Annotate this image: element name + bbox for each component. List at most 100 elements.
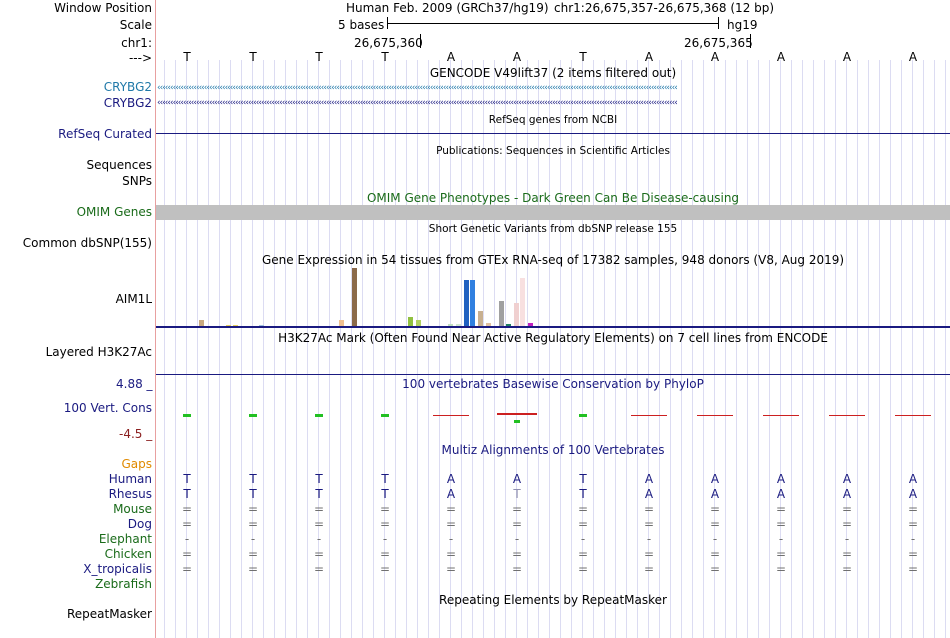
cons-mark[interactable]	[829, 415, 865, 416]
multiz-base: =	[775, 547, 787, 561]
multiz-species-label[interactable]: Human	[108, 472, 152, 486]
omim-track-label[interactable]: OMIM Genes	[76, 205, 152, 219]
cons-mark[interactable]	[895, 415, 931, 416]
refseq-gene-line[interactable]	[156, 133, 950, 134]
multiz-gaps-label: Gaps	[121, 457, 152, 471]
gtex-expression-chart[interactable]	[156, 268, 950, 327]
cons-mark[interactable]	[697, 415, 733, 416]
gtex-bar[interactable]	[478, 311, 483, 327]
gtex-gene-label[interactable]: AIM1L	[115, 292, 152, 306]
multiz-base: =	[313, 502, 325, 516]
gencode-item-2-gene[interactable]: ‹‹‹‹‹‹‹‹‹‹‹‹‹‹‹‹‹‹‹‹‹‹‹‹‹‹‹‹‹‹‹‹‹‹‹‹‹‹‹‹…	[157, 99, 678, 108]
gtex-bar[interactable]	[499, 301, 504, 327]
gtex-bar[interactable]	[528, 323, 533, 327]
scale-bar	[387, 23, 718, 24]
multiz-base: A	[512, 472, 522, 486]
image-left-border	[155, 0, 156, 638]
gtex-bar[interactable]	[352, 268, 357, 327]
cons-mark[interactable]	[497, 413, 537, 417]
cons-mark[interactable]	[763, 415, 799, 416]
multiz-base: -	[448, 532, 454, 546]
multiz-base: =	[247, 517, 259, 531]
dbsnp-track-label[interactable]: Common dbSNP(155)	[22, 236, 152, 250]
publications-track-label[interactable]: Sequences	[86, 158, 152, 172]
multiz-species-label[interactable]: Mouse	[113, 502, 152, 516]
h3k27ac-track-title[interactable]: H3K27Ac Mark (Often Found Near Active Re…	[278, 331, 828, 345]
multiz-base: -	[778, 532, 784, 546]
gtex-bar[interactable]	[416, 320, 421, 327]
cons-mark[interactable]	[249, 414, 257, 417]
ruler-tick-2: 26,675,365	[684, 36, 753, 50]
gtex-bar[interactable]	[486, 323, 491, 327]
cons-mark[interactable]	[183, 414, 191, 417]
grid-line	[351, 60, 352, 638]
gtex-bar[interactable]	[470, 280, 475, 327]
multiz-base: =	[643, 502, 655, 516]
omim-phenotype-bar[interactable]	[156, 205, 950, 220]
cons-mark[interactable]	[579, 414, 587, 417]
multiz-species-label[interactable]: X_tropicalis	[83, 562, 152, 576]
cons-mark[interactable]	[631, 415, 667, 416]
sequence-base: T	[183, 50, 191, 64]
gtex-bar[interactable]	[464, 280, 469, 327]
gtex-bar[interactable]	[520, 278, 525, 327]
omim-track-title[interactable]: OMIM Gene Phenotypes - Dark Green Can Be…	[366, 191, 740, 205]
cons-mark[interactable]	[433, 415, 469, 416]
h3k27ac-track-label[interactable]: Layered H3K27Ac	[45, 345, 152, 359]
multiz-track-title[interactable]: Multiz Alignments of 100 Vertebrates	[441, 443, 665, 457]
gencode-item-1-gene[interactable]: ‹‹‹‹‹‹‹‹‹‹‹‹‹‹‹‹‹‹‹‹‹‹‹‹‹‹‹‹‹‹‹‹‹‹‹‹‹‹‹‹…	[157, 84, 678, 93]
multiz-base: =	[445, 502, 457, 516]
multiz-species-label[interactable]: Chicken	[104, 547, 152, 561]
gtex-bar[interactable]	[514, 303, 519, 327]
gencode-track-title[interactable]: GENCODE V49lift37 (2 items filtered out)	[429, 66, 677, 80]
repeatmasker-track-label[interactable]: RepeatMasker	[66, 607, 152, 621]
multiz-base: =	[379, 502, 391, 516]
gtex-bar[interactable]	[456, 324, 461, 327]
cons-mark[interactable]	[514, 420, 520, 423]
grid-line	[912, 60, 913, 638]
gtex-bar[interactable]	[199, 320, 204, 327]
grid-line	[197, 60, 198, 638]
grid-line	[813, 60, 814, 638]
cons-mark[interactable]	[315, 414, 323, 417]
multiz-base: -	[910, 532, 916, 546]
publications-track-title[interactable]: Publications: Sequences in Scientific Ar…	[436, 145, 670, 157]
gtex-bar[interactable]	[506, 324, 511, 327]
gtex-bar[interactable]	[408, 317, 413, 327]
grid-line	[626, 60, 627, 638]
db-label: hg19	[727, 18, 758, 32]
h3k27ac-baseline	[156, 374, 950, 375]
cons-track-label[interactable]: 100 Vert. Cons	[63, 401, 152, 415]
multiz-base: =	[775, 517, 787, 531]
scale-label: Scale	[119, 18, 152, 32]
multiz-species-label[interactable]: Zebrafish	[95, 577, 152, 591]
gencode-item-1-label[interactable]: CRYBG2	[103, 80, 152, 94]
multiz-base: A	[908, 487, 918, 501]
gtex-bar[interactable]	[448, 324, 453, 327]
multiz-base: A	[710, 487, 720, 501]
multiz-base: A	[446, 487, 456, 501]
cons-min-label: -4.5 _	[119, 427, 153, 441]
multiz-base: =	[841, 502, 853, 516]
refseq-track-label[interactable]: RefSeq Curated	[58, 127, 152, 141]
repeatmasker-track-title[interactable]: Repeating Elements by RepeatMasker	[439, 593, 667, 607]
grid-line	[461, 60, 462, 638]
dbsnp-track-title[interactable]: Short Genetic Variants from dbSNP releas…	[428, 223, 678, 235]
multiz-species-label[interactable]: Rhesus	[108, 487, 152, 501]
cons-track-title[interactable]: 100 vertebrates Basewise Conservation by…	[402, 377, 704, 391]
gencode-item-2-label[interactable]: CRYBG2	[103, 96, 152, 110]
multiz-species-label[interactable]: Dog	[127, 517, 152, 531]
grid-line	[758, 60, 759, 638]
gtex-bar[interactable]	[339, 320, 344, 327]
window-position-label: Window Position	[54, 1, 152, 15]
grid-line	[230, 60, 231, 638]
grid-line	[208, 60, 209, 638]
snps-track-label[interactable]: SNPs	[122, 174, 152, 188]
multiz-species-label[interactable]: Elephant	[98, 532, 152, 546]
refseq-track-title[interactable]: RefSeq genes from NCBI	[488, 114, 618, 126]
grid-line	[593, 60, 594, 638]
cons-mark[interactable]	[381, 414, 389, 417]
grid-line	[824, 60, 825, 638]
gtex-track-title[interactable]: Gene Expression in 54 tissues from GTEx …	[261, 253, 845, 267]
multiz-base: =	[181, 502, 193, 516]
